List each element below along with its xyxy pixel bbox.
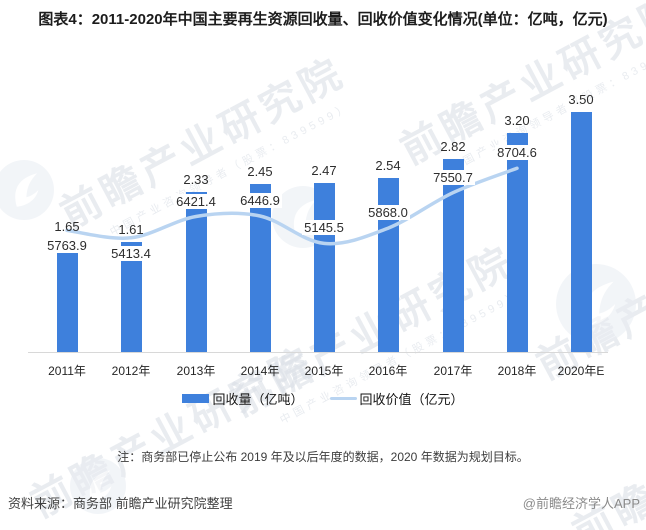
chart-title-text: 图表4：2011-2020年中国主要再生资源回收量、回收价值变化情况(单位：亿吨…	[38, 11, 608, 28]
bar-value-label: 2.33	[183, 172, 209, 188]
line-value-label: 8704.6	[477, 145, 557, 161]
x-axis-label: 2012年	[111, 364, 151, 378]
line-value-text: 5868.0	[366, 205, 410, 221]
x-axis-label: 2014年	[240, 364, 280, 378]
bar-value-label: 2.54	[375, 158, 401, 173]
line-value-text: 8704.6	[495, 145, 539, 161]
bar-value-label: 2.45	[247, 164, 273, 180]
bar-recycling-volume	[120, 241, 142, 352]
line-value-label: 5413.4	[91, 245, 171, 261]
footnote: 注：商务部已停止公布 2019 年及以后年度的数据，2020 年数据为规划目标。	[117, 450, 529, 464]
page-title: 图表4：2011-2020年中国主要再生资源回收量、回收价值变化情况(单位：亿吨…	[0, 9, 646, 30]
bar-recycling-volume	[56, 238, 78, 352]
line-value-label: 5868.0	[348, 205, 428, 221]
line-value-label: 5145.5	[284, 220, 364, 236]
x-axis-label: 2020年E	[557, 364, 605, 378]
line-value-text: 7550.7	[431, 169, 475, 185]
x-axis-label: 2015年	[304, 364, 344, 378]
line-value-text: 5145.5	[302, 220, 346, 236]
x-axis-label: 2013年	[176, 364, 216, 378]
legend-item-value: 回收价值（亿元）	[329, 389, 464, 408]
source-row: 资料来源：商务部 前瞻产业研究院整理 @前瞻经济学人APP	[8, 493, 640, 512]
legend-item-volume: 回收量（亿吨）	[182, 389, 304, 408]
line-value-label: 6446.9	[220, 192, 300, 208]
bar-swatch-icon	[182, 394, 210, 403]
x-axis-label: 2018年	[497, 364, 537, 378]
x-axis-label: 2011年	[48, 364, 86, 378]
line-value-label: 7550.7	[413, 169, 493, 185]
x-axis-label: 2017年	[433, 364, 473, 378]
legend: 回收量（亿吨） 回收价值（亿元）	[0, 389, 646, 408]
bar-value-label: 3.20	[504, 112, 530, 128]
line-value-text: 6446.9	[238, 192, 282, 208]
line-value-text: 6421.4	[174, 193, 218, 209]
line-value-text: 5763.9	[45, 238, 89, 254]
bar-value-label: 1.61	[118, 221, 144, 237]
x-axis-label: 2016年	[368, 364, 408, 378]
source-attribution: 资料来源：商务部 前瞻产业研究院整理	[8, 496, 233, 511]
bar-value-label: 3.50	[568, 92, 594, 108]
line-value-text: 5413.4	[109, 245, 153, 261]
bar-value-label: 1.65	[54, 218, 80, 234]
line-swatch-icon	[329, 397, 357, 400]
app-credit: @前瞻经济学人APP	[522, 496, 640, 511]
x-axis-line	[28, 352, 608, 353]
bar-value-label: 2.82	[440, 138, 466, 154]
legend-label-volume: 回收量（亿吨）	[212, 392, 304, 407]
legend-label-value: 回收价值（亿元）	[359, 392, 464, 407]
bar-value-label: 2.47	[311, 162, 337, 178]
